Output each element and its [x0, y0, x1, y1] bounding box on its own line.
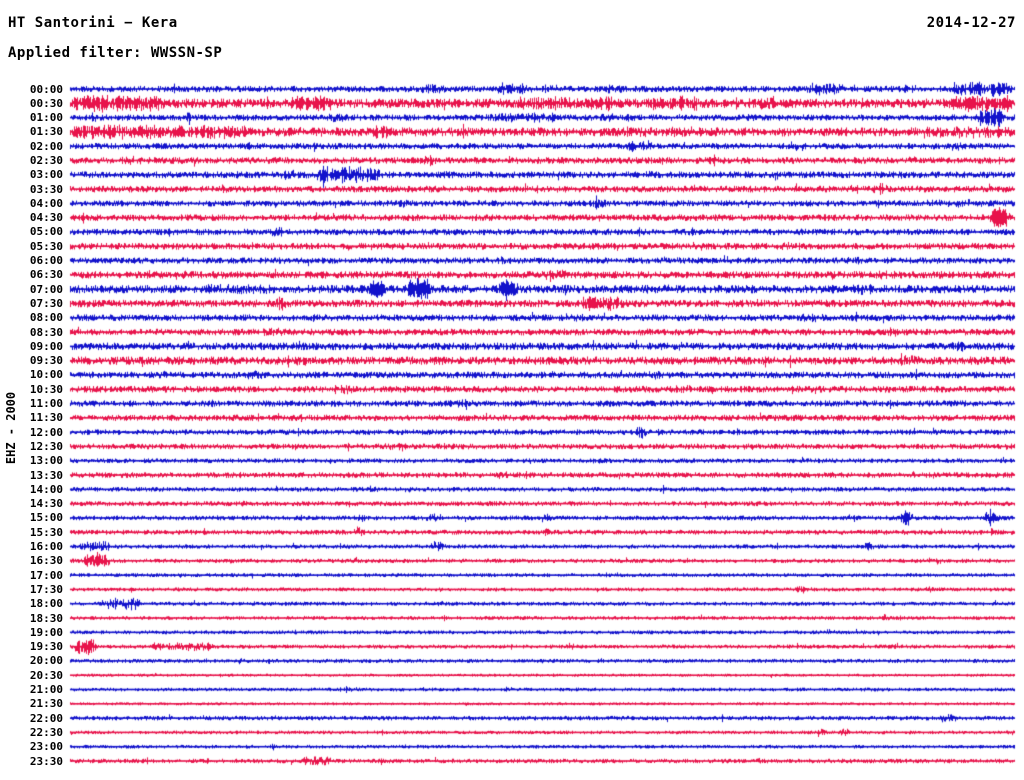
time-label: 19:00 [29, 625, 63, 639]
time-label: 04:00 [29, 196, 63, 210]
time-label: 13:00 [29, 454, 63, 468]
time-label: 05:30 [29, 239, 63, 253]
time-label: 14:30 [29, 497, 63, 511]
time-label: 19:30 [29, 640, 63, 654]
time-label: 11:00 [29, 397, 63, 411]
time-label: 20:00 [29, 654, 63, 668]
time-label: 07:00 [29, 282, 63, 296]
filter-label: Applied filter: WWSSN-SP [8, 45, 223, 61]
time-label: 10:30 [29, 382, 63, 396]
time-label: 16:00 [29, 540, 63, 554]
time-label: 18:00 [29, 597, 63, 611]
time-label: 20:30 [29, 668, 63, 682]
time-label: 06:30 [29, 268, 63, 282]
time-label: 09:30 [29, 354, 63, 368]
time-label: 17:00 [29, 568, 63, 582]
time-label: 23:30 [29, 754, 63, 768]
time-label: 02:30 [29, 153, 63, 167]
time-label: 02:00 [29, 139, 63, 153]
time-label: 15:30 [29, 525, 63, 539]
time-label: 11:30 [29, 411, 63, 425]
time-label: 05:00 [29, 225, 63, 239]
time-label: 12:00 [29, 425, 63, 439]
time-label: 15:00 [29, 511, 63, 525]
time-label: 00:00 [29, 82, 63, 96]
time-label: 17:30 [29, 582, 63, 596]
time-label: 01:00 [29, 111, 63, 125]
time-label: 23:00 [29, 740, 63, 754]
time-labels-column: 00:00 00:30 01:00 01:30 02:00 02:30 03:00 03:30… [0, 0, 64, 780]
date-label: 2014-12-27 [926, 15, 1016, 31]
time-label: 00:30 [29, 96, 63, 110]
time-label: 21:30 [29, 697, 63, 711]
time-label: 22:00 [29, 711, 63, 725]
time-label: 22:30 [29, 725, 63, 739]
station-title: HT Santorini − Kera [8, 15, 178, 31]
time-label: 01:30 [29, 125, 63, 139]
time-label: 10:00 [29, 368, 63, 382]
time-label: 18:30 [29, 611, 63, 625]
time-label: 08:00 [29, 311, 63, 325]
time-label: 12:30 [29, 439, 63, 453]
time-label: 16:30 [29, 554, 63, 568]
time-label: 09:00 [29, 339, 63, 353]
time-label: 06:00 [29, 254, 63, 268]
time-label: 04:30 [29, 211, 63, 225]
time-label: 08:30 [29, 325, 63, 339]
time-label: 03:30 [29, 182, 63, 196]
time-label: 07:30 [29, 296, 63, 310]
time-label: 14:00 [29, 482, 63, 496]
time-label: 21:00 [29, 683, 63, 697]
time-label: 13:30 [29, 468, 63, 482]
time-label: 03:00 [29, 168, 63, 182]
